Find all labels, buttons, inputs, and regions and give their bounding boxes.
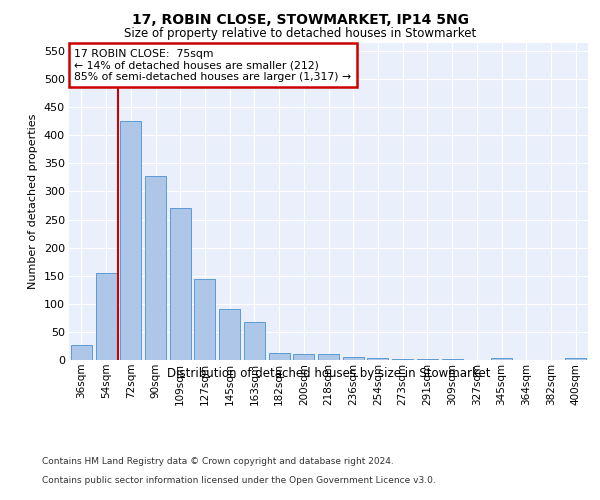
Text: Distribution of detached houses by size in Stowmarket: Distribution of detached houses by size … xyxy=(167,368,491,380)
Text: 17, ROBIN CLOSE, STOWMARKET, IP14 5NG: 17, ROBIN CLOSE, STOWMARKET, IP14 5NG xyxy=(131,12,469,26)
Bar xyxy=(293,354,314,360)
Bar xyxy=(219,309,240,360)
Bar xyxy=(194,278,215,360)
Text: 17 ROBIN CLOSE:  75sqm
← 14% of detached houses are smaller (212)
85% of semi-de: 17 ROBIN CLOSE: 75sqm ← 14% of detached … xyxy=(74,49,352,82)
Bar xyxy=(145,176,166,360)
Bar xyxy=(343,357,364,360)
Bar xyxy=(95,273,116,360)
Bar xyxy=(71,345,92,360)
Bar xyxy=(491,358,512,360)
Bar xyxy=(269,352,290,360)
Text: Contains public sector information licensed under the Open Government Licence v3: Contains public sector information licen… xyxy=(42,476,436,485)
Bar xyxy=(244,322,265,360)
Bar xyxy=(367,358,388,360)
Bar xyxy=(318,354,339,360)
Bar xyxy=(120,121,141,360)
Text: Size of property relative to detached houses in Stowmarket: Size of property relative to detached ho… xyxy=(124,28,476,40)
Bar xyxy=(392,359,413,360)
Bar xyxy=(565,358,586,360)
Text: Contains HM Land Registry data © Crown copyright and database right 2024.: Contains HM Land Registry data © Crown c… xyxy=(42,458,394,466)
Y-axis label: Number of detached properties: Number of detached properties xyxy=(28,114,38,289)
Bar xyxy=(170,208,191,360)
